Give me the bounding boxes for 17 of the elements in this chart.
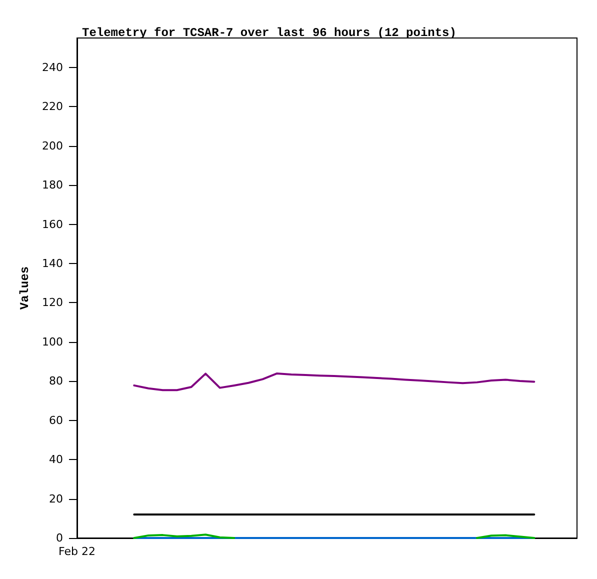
y-tick-label: 200 xyxy=(42,139,63,152)
y-tick-label: 220 xyxy=(42,100,63,114)
y-tick-label: 20 xyxy=(49,492,63,506)
y-tick-label: 60 xyxy=(49,414,63,427)
chart-title: Telemetry for TCSAR-7 over last 96 hours (12 points) xyxy=(82,26,456,40)
y-tick-label: 240 xyxy=(42,60,63,74)
y-tick-label: 40 xyxy=(49,453,63,466)
x-tick-label: Feb 22 xyxy=(58,545,96,558)
line-series xyxy=(133,372,536,392)
y-tick-label: 100 xyxy=(42,335,63,348)
y-tick-label: 180 xyxy=(42,178,63,192)
y-tick-label: 140 xyxy=(42,256,63,270)
y-tick-label: 80 xyxy=(49,374,63,388)
y-tick-label: 0 xyxy=(56,532,63,544)
y-tick-label: 120 xyxy=(42,296,63,310)
y-tick-label: 160 xyxy=(42,218,63,231)
y-axis-title: Values xyxy=(18,266,32,310)
